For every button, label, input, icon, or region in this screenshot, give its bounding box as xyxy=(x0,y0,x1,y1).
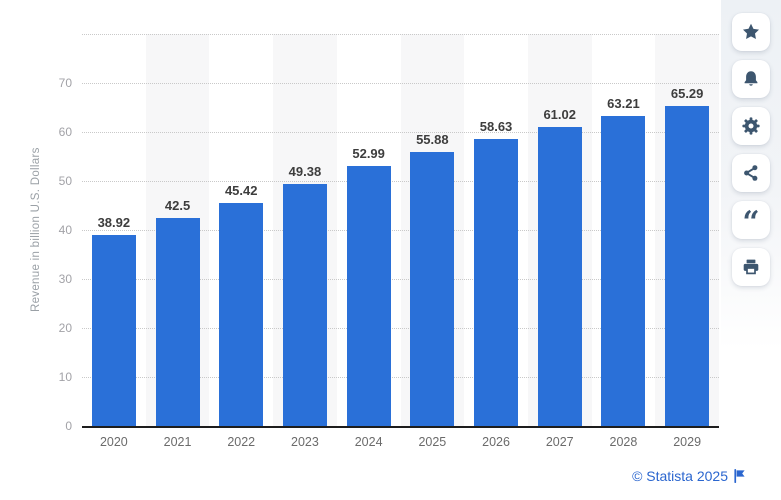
gridline xyxy=(82,328,719,329)
bar-value-label: 63.21 xyxy=(607,96,640,112)
x-axis-tick-labels: 2020 2021 2022 2023 2024 2025 2026 2027 2028 2029 xyxy=(82,435,719,451)
star-icon xyxy=(741,22,761,42)
statista-credit-link[interactable]: © Statista 2025 xyxy=(632,468,745,484)
x-tick-label: 2029 xyxy=(673,435,702,449)
y-tick-label: 60 xyxy=(58,124,72,139)
printer-icon xyxy=(741,257,761,277)
y-tick-label: 50 xyxy=(58,173,72,188)
bar-2026[interactable] xyxy=(474,138,519,426)
bar-2024[interactable] xyxy=(346,166,391,426)
bar-value-label: 49.38 xyxy=(288,164,322,180)
gridline xyxy=(82,34,719,35)
x-tick-label: 2020 xyxy=(99,435,128,449)
bar-value-label: 55.88 xyxy=(416,132,449,148)
bar-value-label: 52.99 xyxy=(352,146,385,162)
share-icon xyxy=(741,163,761,183)
y-tick-label: 30 xyxy=(58,271,72,286)
bar-2029[interactable] xyxy=(665,106,710,426)
y-tick-label: 40 xyxy=(58,222,72,237)
x-tick-label: 2028 xyxy=(609,435,638,449)
bar-2020[interactable] xyxy=(91,235,136,426)
gridline xyxy=(82,83,719,84)
favorite-button[interactable] xyxy=(732,13,770,51)
bar-value-label: 61.02 xyxy=(543,107,576,123)
bar-value-label: 42.5 xyxy=(164,197,191,213)
gridline xyxy=(82,377,719,378)
bar-2022[interactable] xyxy=(219,203,264,426)
x-tick-label: 2021 xyxy=(163,435,192,449)
bar-2025[interactable] xyxy=(410,152,455,426)
statista-flag-icon xyxy=(734,469,745,483)
gridline xyxy=(82,132,719,133)
bell-icon xyxy=(741,69,761,89)
y-tick-label: 20 xyxy=(58,320,72,335)
share-button[interactable] xyxy=(732,154,770,192)
y-tick-label: 0 xyxy=(65,418,72,433)
bar-value-label: 58.63 xyxy=(479,118,513,134)
y-tick-label: 10 xyxy=(58,369,72,384)
x-tick-label: 2022 xyxy=(227,435,256,449)
quote-icon: “ xyxy=(742,205,760,240)
chart-plot-area: 38.92 42.5 45.42 49.38 52.99 55.88 58.63 61.02 6… xyxy=(82,34,719,428)
cite-button[interactable]: “ xyxy=(732,201,770,239)
notifications-button[interactable] xyxy=(732,60,770,98)
x-tick-label: 2025 xyxy=(418,435,447,449)
bar-value-label: 45.42 xyxy=(224,183,258,199)
x-tick-label: 2024 xyxy=(354,435,383,449)
bar-2023[interactable] xyxy=(282,184,327,426)
x-tick-label: 2023 xyxy=(291,435,319,449)
gridline xyxy=(82,279,719,280)
y-tick-label: 70 xyxy=(58,75,72,90)
gear-icon xyxy=(741,116,761,136)
x-tick-label: 2026 xyxy=(482,435,510,449)
bar-value-label: 65.29 xyxy=(670,86,704,102)
bar-2028[interactable] xyxy=(601,116,646,426)
tool-panel: “ xyxy=(721,0,781,500)
gridline xyxy=(82,181,719,182)
bar-2027[interactable] xyxy=(537,127,582,426)
credit-text: © Statista 2025 xyxy=(632,468,728,484)
y-axis-tick-labels: 0 10 20 30 40 50 60 70 xyxy=(30,34,72,433)
bar-2021[interactable] xyxy=(155,217,200,426)
settings-button[interactable] xyxy=(732,107,770,145)
print-button[interactable] xyxy=(732,248,770,286)
bar-value-label: 38.92 xyxy=(97,215,131,231)
x-tick-label: 2027 xyxy=(545,435,574,449)
gridline xyxy=(82,230,719,231)
